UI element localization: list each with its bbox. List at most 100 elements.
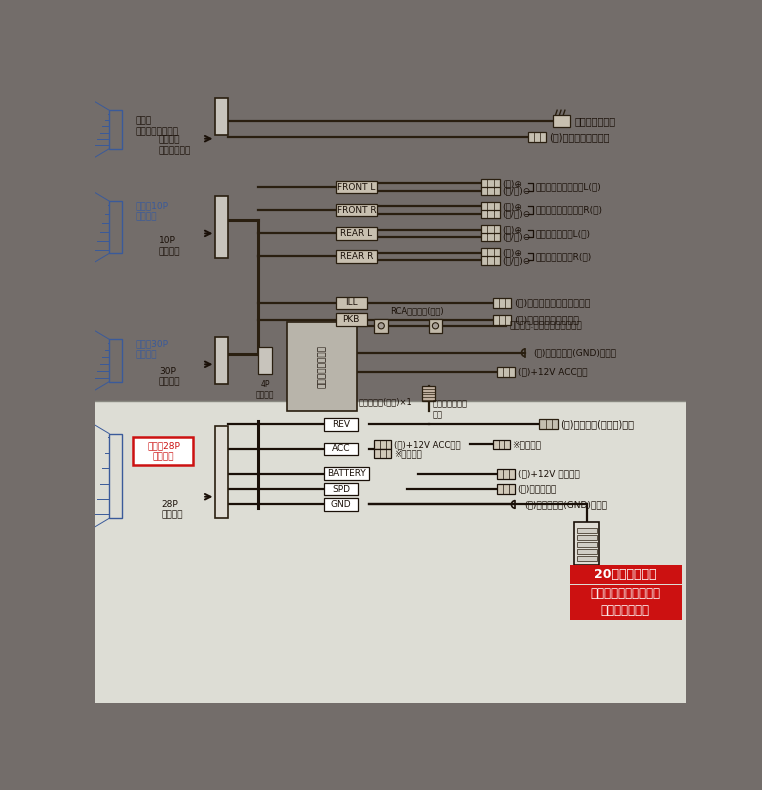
Bar xyxy=(481,186,500,195)
Text: PKB: PKB xyxy=(342,315,360,324)
Text: REAR R: REAR R xyxy=(340,252,373,261)
Text: (綠/黒)⊖: (綠/黒)⊖ xyxy=(502,233,530,242)
Bar xyxy=(528,132,546,142)
Text: アンテナプラグ: アンテナプラグ xyxy=(575,116,616,126)
Bar xyxy=(569,585,682,620)
Bar xyxy=(493,314,511,325)
Bar xyxy=(335,250,377,262)
FancyBboxPatch shape xyxy=(133,437,193,465)
Bar xyxy=(497,367,515,377)
Bar xyxy=(216,197,228,258)
Bar xyxy=(216,98,228,135)
Text: (紫)⊕: (紫)⊕ xyxy=(502,248,522,258)
Text: リアスピーカーL(左): リアスピーカーL(左) xyxy=(536,229,591,238)
Bar xyxy=(539,419,558,429)
Bar xyxy=(287,322,357,411)
Text: (白)リバース(バック)信号: (白)リバース(バック)信号 xyxy=(560,419,634,429)
Bar xyxy=(422,386,434,401)
Text: REAR L: REAR L xyxy=(341,229,373,238)
Text: ステアリングリモコン
変換ケーブルへ: ステアリングリモコン 変換ケーブルへ xyxy=(591,587,661,617)
Bar xyxy=(552,115,569,127)
Text: (灯)⊕: (灯)⊕ xyxy=(502,202,522,211)
Bar xyxy=(324,418,358,431)
Bar xyxy=(577,542,597,547)
Bar xyxy=(335,228,377,239)
Bar xyxy=(324,498,358,510)
Bar xyxy=(577,549,597,554)
Text: (黒)車両アース(GND)に接続: (黒)車両アース(GND)に接続 xyxy=(523,500,607,509)
Bar xyxy=(335,296,367,309)
Bar xyxy=(335,204,377,216)
Text: (綠)⊕: (綠)⊕ xyxy=(502,225,522,234)
Bar xyxy=(324,483,358,495)
Text: (灯/黒)⊖: (灯/黒)⊖ xyxy=(502,209,530,219)
Bar xyxy=(569,566,682,584)
Bar xyxy=(481,202,500,211)
Bar xyxy=(109,434,122,518)
Bar xyxy=(109,110,122,149)
Text: (紫/黒)⊖: (紫/黒)⊖ xyxy=(502,256,530,265)
Bar xyxy=(481,225,500,234)
Bar xyxy=(109,201,122,254)
Text: リアスピーカーR(右): リアスピーカーR(右) xyxy=(536,252,592,261)
Text: 車両側30P
カプラー: 車両側30P カプラー xyxy=(136,339,168,359)
Text: 車両側28P
カプラー: 車両側28P カプラー xyxy=(147,442,180,461)
Text: FRONT R: FRONT R xyxy=(337,206,376,215)
Text: 車両側
アンテナカプラー: 車両側 アンテナカプラー xyxy=(136,116,178,137)
Text: RCAケーブル(付属): RCAケーブル(付属) xyxy=(390,306,443,315)
Text: (橙)イルミネーション用電源: (橙)イルミネーション用電源 xyxy=(514,298,591,307)
Text: リバース信号に
接続: リバース信号に 接続 xyxy=(432,399,467,419)
Bar xyxy=(481,248,500,257)
Text: (白/黒)⊖: (白/黒)⊖ xyxy=(502,186,530,196)
Bar xyxy=(428,319,443,333)
Text: フロントスピーカーR(右): フロントスピーカーR(右) xyxy=(536,206,603,215)
Bar xyxy=(497,484,515,494)
Bar xyxy=(216,337,228,384)
Text: (黒)車両アース(GND)に接続: (黒)車両アース(GND)に接続 xyxy=(533,348,616,357)
Bar xyxy=(95,401,686,703)
Text: BATTERY: BATTERY xyxy=(327,469,366,478)
Text: 28P
カプラー: 28P カプラー xyxy=(161,500,183,519)
Text: 市販ナビ.バックカメラ入力へ: 市販ナビ.バックカメラ入力へ xyxy=(510,322,583,330)
Bar xyxy=(497,468,515,479)
Bar xyxy=(481,233,500,242)
Text: (白)⊕: (白)⊕ xyxy=(502,179,522,188)
Bar xyxy=(95,95,686,401)
Bar xyxy=(481,210,500,218)
Text: ※予備端子: ※予備端子 xyxy=(512,440,541,449)
Bar xyxy=(481,256,500,265)
Bar xyxy=(481,179,500,187)
Text: 20ピンカプラー: 20ピンカプラー xyxy=(594,568,657,581)
Text: GND: GND xyxy=(331,500,351,509)
Bar xyxy=(577,556,597,561)
Text: (黄)+12V 常時電源: (黄)+12V 常時電源 xyxy=(517,469,579,478)
Text: カメラアダプター: カメラアダプター xyxy=(318,344,327,388)
Text: ※予備端子: ※予備端子 xyxy=(395,450,422,458)
Text: (赤)+12V ACC電源: (赤)+12V ACC電源 xyxy=(517,367,588,377)
Bar xyxy=(374,440,392,449)
Bar xyxy=(577,529,597,533)
Text: 30P
カプラー: 30P カプラー xyxy=(158,367,181,387)
Bar xyxy=(109,339,122,382)
Bar xyxy=(335,314,367,325)
Text: REV: REV xyxy=(332,419,350,429)
Text: 4P
カプラー: 4P カプラー xyxy=(256,380,274,399)
Bar xyxy=(324,443,358,455)
Text: フロントスピーカーL(左): フロントスピーカーL(左) xyxy=(536,182,601,192)
Bar xyxy=(335,181,377,194)
Text: FRONT L: FRONT L xyxy=(338,182,376,192)
Text: 10P
カプラー: 10P カプラー xyxy=(158,236,181,256)
Text: (青)車速パルス: (青)車速パルス xyxy=(517,484,557,494)
Text: ILL: ILL xyxy=(344,298,357,307)
Text: (綠)パーキングブレーキ: (綠)パーキングブレーキ xyxy=(514,315,579,324)
Circle shape xyxy=(432,323,439,329)
Text: (赤)+12V ACC電源: (赤)+12V ACC電源 xyxy=(395,440,461,449)
Text: ACC: ACC xyxy=(331,445,351,453)
Text: アンテナ
変換カプラー: アンテナ 変換カプラー xyxy=(158,136,191,156)
Bar xyxy=(577,536,597,540)
Bar xyxy=(374,450,392,458)
Text: 車両側10P
カプラー: 車両側10P カプラー xyxy=(136,201,168,221)
Bar xyxy=(258,347,272,374)
Bar xyxy=(324,468,369,480)
Circle shape xyxy=(378,323,384,329)
